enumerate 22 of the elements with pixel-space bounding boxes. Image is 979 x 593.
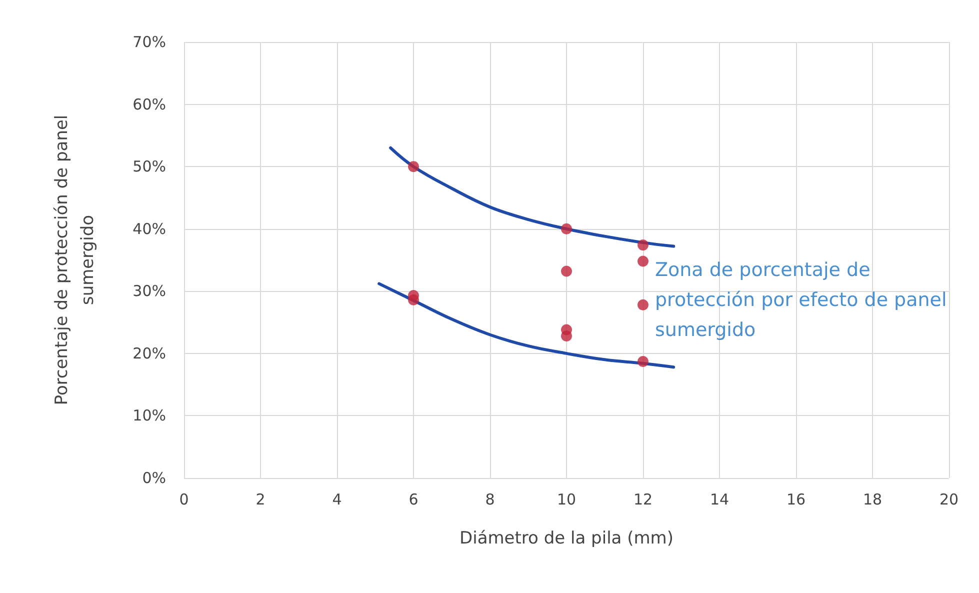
x-axis-title: Diámetro de la pila (mm) [460, 528, 674, 548]
y-tick-label: 30% [132, 282, 166, 300]
x-tick-label: 10 [556, 490, 576, 508]
y-tick-label: 50% [132, 158, 166, 176]
y-axis-title: Porcentaje de protección de panel sumergido [51, 114, 99, 408]
y-tick-label: 10% [132, 406, 166, 425]
x-tick-label: 0 [179, 490, 189, 508]
y-tick-label: 70% [132, 33, 166, 51]
x-tick-label: 18 [862, 490, 882, 508]
y-tick-label: 20% [132, 344, 166, 362]
x-tick-label: 20 [939, 490, 959, 508]
x-tick-label: 8 [485, 490, 495, 508]
x-tick-label: 2 [256, 490, 266, 508]
y-tick-label: 60% [132, 95, 166, 114]
x-tick-label: 4 [332, 490, 342, 508]
x-tick-label: 12 [633, 490, 653, 508]
x-tick-label: 14 [710, 490, 730, 508]
y-tick-label: 0% [142, 469, 166, 487]
x-tick-label: 16 [786, 490, 806, 508]
x-tick-label: 6 [408, 490, 418, 508]
annotation: Zona de porcentaje de protección por efecto de panel sumergido [655, 258, 948, 343]
y-tick-label: 40% [132, 220, 166, 238]
